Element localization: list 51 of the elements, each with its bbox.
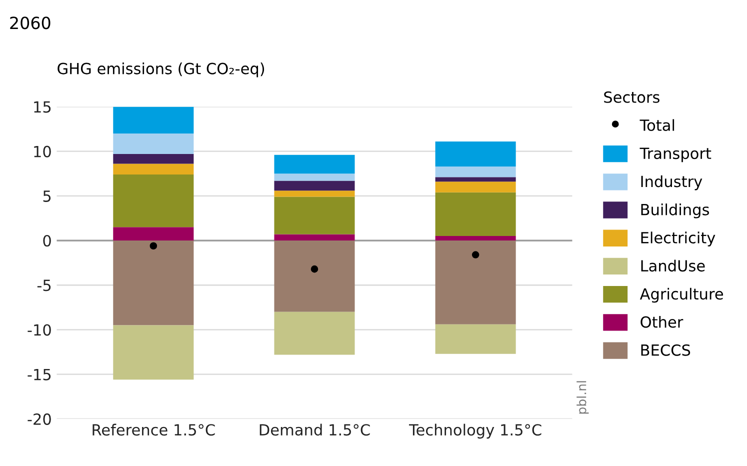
y-tick-label: 10	[34, 146, 51, 158]
bar	[274, 154, 355, 174]
bar	[274, 240, 355, 312]
y-tick-label: -15	[28, 368, 51, 380]
legend-label: Buildings	[641, 204, 709, 218]
point	[472, 251, 480, 258]
y-tick-label: -10	[28, 324, 51, 336]
legend-label: Transport	[640, 148, 712, 162]
bar	[274, 174, 355, 181]
bar	[113, 227, 194, 241]
y-axis-title: GHG emissions (Gt CO₂-eq)	[58, 62, 264, 78]
x-tick-label: Reference 1.5°C	[92, 424, 215, 436]
bar	[113, 325, 194, 380]
bar	[435, 236, 516, 241]
y-tick-label: 15	[34, 101, 51, 113]
legend-label: Electricity	[641, 232, 716, 246]
bar	[113, 240, 194, 326]
point	[310, 265, 318, 273]
bar	[435, 182, 516, 192]
text: pbl.nl	[576, 381, 589, 414]
bar	[435, 240, 516, 324]
x-tick-label: Technology 1.5°C	[408, 424, 542, 439]
legend-label: BECCS	[641, 344, 690, 356]
bar	[435, 166, 516, 178]
bar	[435, 324, 516, 354]
bar	[274, 234, 355, 241]
bar	[435, 142, 516, 166]
bar	[435, 192, 516, 236]
bar	[113, 164, 194, 175]
bar	[113, 154, 194, 164]
legend-label: Agriculture	[640, 288, 723, 303]
y-tick-label: 0	[43, 234, 51, 247]
bar	[113, 133, 194, 154]
bar	[274, 190, 355, 197]
bar	[435, 177, 516, 182]
legend-label: LandUse	[641, 260, 705, 272]
bar	[274, 312, 355, 355]
x-tick-label: Demand 1.5°C	[260, 424, 370, 436]
point	[150, 242, 158, 250]
bar	[274, 196, 355, 234]
bar	[113, 174, 194, 228]
y-tick-label: 5	[43, 190, 51, 202]
legend-label: Industry	[641, 175, 702, 190]
legend-label: Other	[640, 316, 684, 328]
y-tick-label: -5	[37, 280, 51, 292]
bar	[113, 106, 194, 134]
y-tick-label: -20	[28, 413, 51, 425]
bar	[274, 180, 355, 191]
legend-title: Sectors	[604, 91, 660, 103]
legend-label: Total	[640, 119, 674, 132]
chart-title: 2060	[10, 16, 50, 30]
